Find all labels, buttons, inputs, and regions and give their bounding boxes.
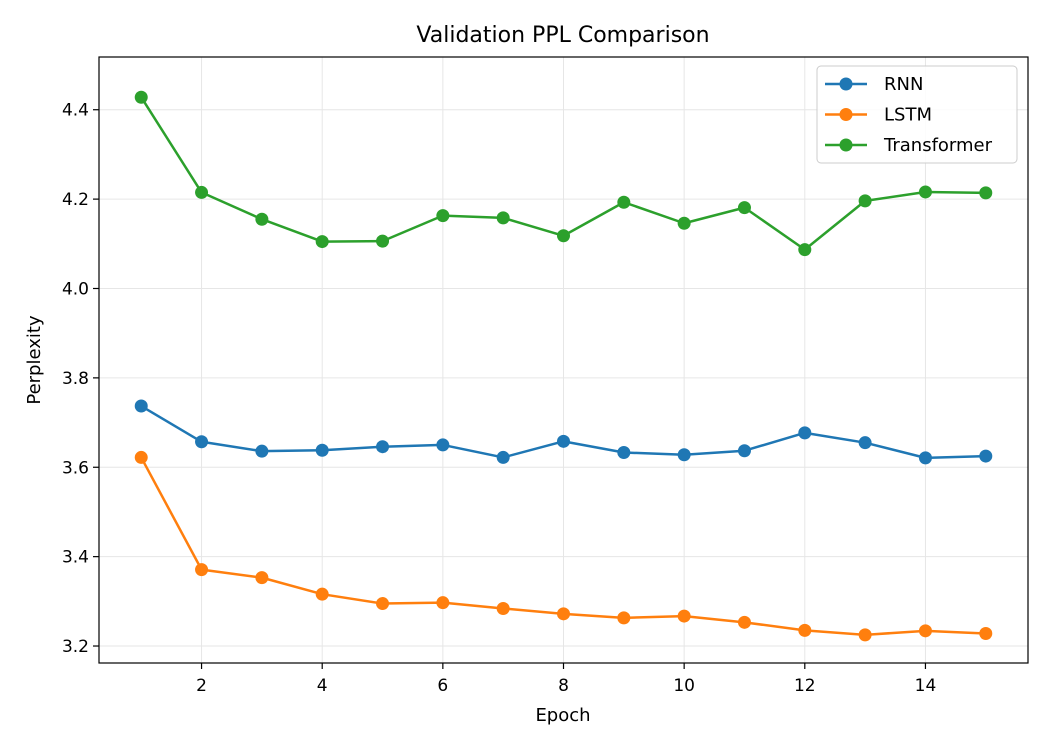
data-point-transformer (677, 216, 691, 230)
data-point-rnn (376, 440, 390, 454)
x-tick-label: 14 (915, 676, 937, 696)
data-point-lstm (677, 609, 691, 623)
legend-label-transformer: Transformer (883, 135, 993, 156)
chart-title: Validation PPL Comparison (416, 23, 709, 48)
y-tick-label: 4.0 (62, 279, 89, 299)
x-axis-ticks: 2 4 6 8 10 12 14 (196, 663, 936, 696)
data-point-lstm (798, 623, 812, 637)
data-point-lstm (315, 587, 329, 601)
x-tick-label: 12 (794, 676, 816, 696)
data-point-rnn (798, 426, 812, 440)
data-point-rnn (315, 443, 329, 457)
data-point-transformer (376, 234, 390, 248)
y-axis-ticks: 3.2 3.4 3.6 3.8 4.0 4.2 4.4 (62, 101, 99, 657)
series-points (134, 90, 993, 642)
x-tick-label: 2 (196, 676, 207, 696)
data-point-transformer (798, 243, 812, 257)
data-point-lstm (557, 607, 570, 621)
x-axis-label: Epoch (535, 705, 590, 726)
x-tick-label: 4 (317, 676, 328, 696)
data-point-rnn (617, 446, 631, 460)
data-point-transformer (315, 235, 329, 249)
data-point-transformer (195, 185, 209, 199)
y-tick-label: 3.6 (62, 458, 89, 478)
data-point-rnn (436, 438, 450, 452)
data-point-transformer (436, 209, 450, 223)
legend-label-lstm: LSTM (884, 105, 932, 126)
data-point-lstm (617, 611, 631, 625)
data-point-transformer (134, 90, 148, 104)
data-point-lstm (858, 628, 872, 642)
data-point-transformer (255, 212, 269, 226)
data-point-lstm (376, 597, 390, 611)
data-point-rnn (557, 434, 570, 448)
data-point-rnn (255, 444, 269, 458)
x-tick-label: 6 (437, 676, 448, 696)
data-point-transformer (617, 195, 631, 209)
data-point-lstm (918, 624, 932, 638)
data-point-rnn (918, 451, 932, 465)
legend-box (816, 65, 1018, 164)
data-point-rnn (496, 450, 510, 464)
legend: RNN LSTM Transformer (816, 65, 1018, 164)
x-tick-label: 8 (558, 676, 569, 696)
data-point-transformer (496, 211, 510, 225)
data-point-rnn (979, 449, 993, 463)
y-tick-label: 3.4 (62, 548, 89, 568)
data-point-rnn (858, 436, 872, 450)
data-point-transformer (918, 185, 932, 199)
legend-marker-rnn (839, 77, 853, 91)
data-point-transformer (858, 194, 872, 208)
x-tick-label: 10 (673, 676, 695, 696)
y-tick-label: 3.8 (62, 369, 89, 389)
y-tick-label: 4.2 (62, 190, 89, 210)
data-point-lstm (979, 627, 993, 641)
legend-label-rnn: RNN (884, 74, 923, 95)
legend-marker-lstm (839, 108, 853, 121)
data-point-transformer (557, 229, 570, 243)
data-point-lstm (134, 450, 148, 464)
data-point-lstm (195, 563, 209, 577)
data-point-lstm (436, 596, 450, 610)
data-point-transformer (737, 201, 751, 215)
data-point-rnn (737, 444, 751, 458)
data-point-lstm (496, 601, 510, 615)
data-point-transformer (979, 186, 993, 200)
data-point-rnn (134, 399, 148, 413)
data-point-lstm (255, 571, 269, 585)
data-point-rnn (677, 448, 691, 462)
y-tick-label: 4.4 (62, 101, 89, 121)
legend-marker-transformer (839, 138, 853, 152)
y-axis-label: Perplexity (24, 315, 45, 405)
data-point-rnn (195, 435, 209, 449)
y-tick-label: 3.2 (62, 637, 89, 657)
data-point-lstm (737, 615, 751, 629)
